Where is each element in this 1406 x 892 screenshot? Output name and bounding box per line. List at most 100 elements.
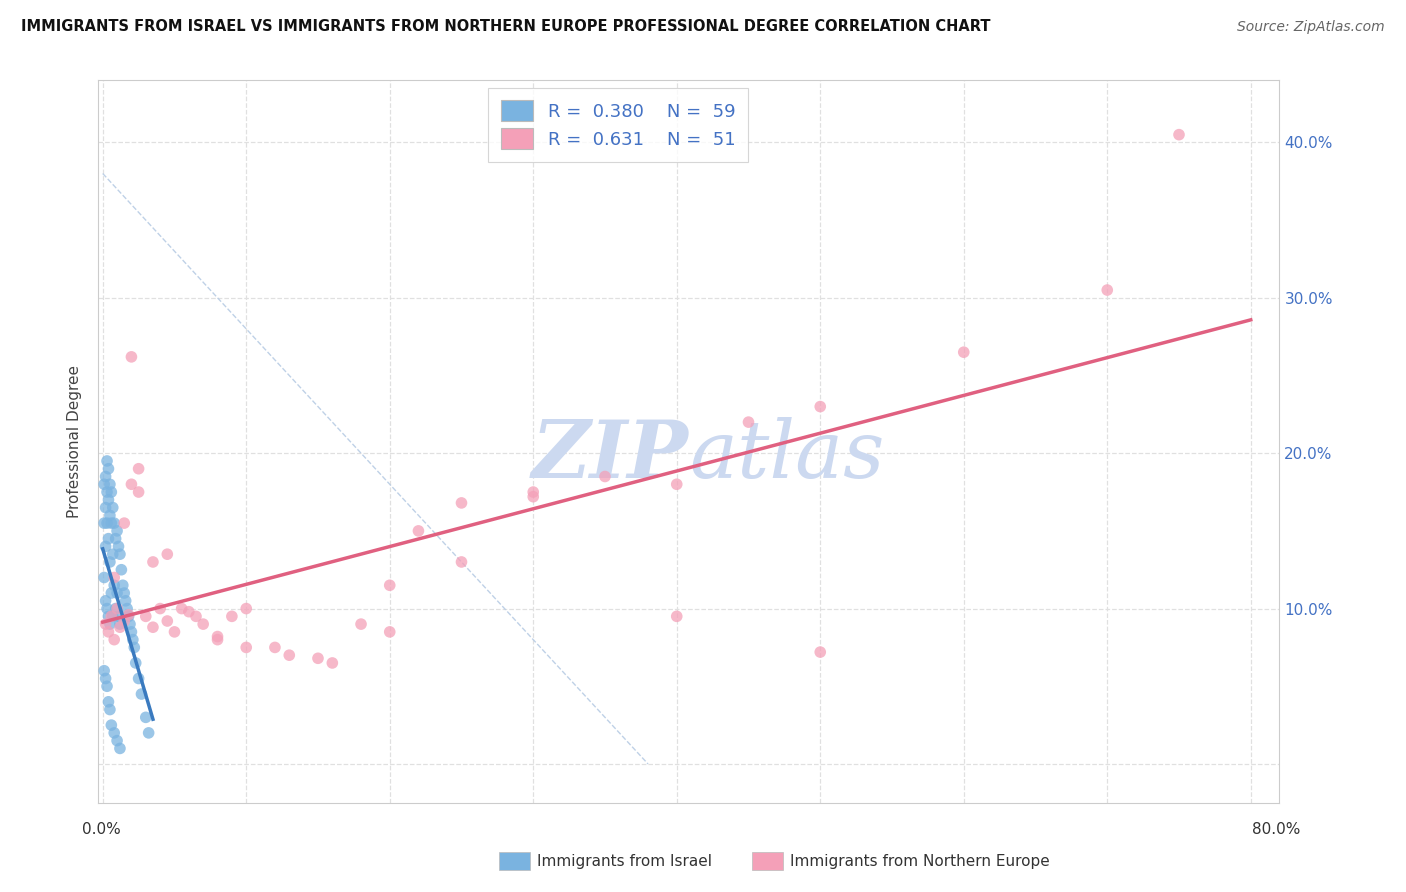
Point [125,656,148,670]
Point [808,400,831,414]
Point [104,532,127,546]
Text: ZIP: ZIP [531,417,689,495]
Point [120,624,142,639]
Point [408,524,430,538]
Point [94,469,117,483]
Point [105,601,128,615]
Point [184,609,207,624]
Point [105,524,128,538]
Point [103,516,125,530]
Point [114,594,136,608]
Point [97,695,120,709]
Point [307,651,329,665]
Point [264,640,287,655]
Point [94,540,117,554]
Point [665,477,688,491]
Point [96,679,118,693]
Point [93,664,115,678]
Point [96,454,118,468]
Point [98,702,121,716]
Point [522,490,544,504]
Text: Immigrants from Northern Europe: Immigrants from Northern Europe [790,855,1050,869]
Point [1097,283,1119,297]
Point [378,578,401,592]
Point [350,617,373,632]
Point [103,726,125,740]
Point [207,632,229,647]
Point [138,726,160,740]
Y-axis label: Professional Degree: Professional Degree [67,365,83,518]
Point [105,586,128,600]
Point [522,485,544,500]
Point [156,547,179,561]
Text: 80.0%: 80.0% [1253,822,1301,837]
Point [321,656,343,670]
Point [100,718,122,732]
Point [111,578,134,592]
Point [170,601,193,615]
Point [378,624,401,639]
Point [93,477,115,491]
Point [221,609,243,624]
Point [665,609,688,624]
Point [450,555,472,569]
Point [128,672,150,686]
Point [93,516,115,530]
Point [96,601,118,615]
Point [96,485,118,500]
Point [100,586,122,600]
Point [94,500,117,515]
Point [94,617,117,632]
Point [101,609,124,624]
Point [108,741,131,756]
Point [108,617,131,632]
Point [207,630,229,644]
Point [97,532,120,546]
Point [135,609,157,624]
Point [593,469,616,483]
Point [100,609,122,624]
Point [94,672,117,686]
Point [98,477,121,491]
Point [120,350,142,364]
Point [110,563,132,577]
Text: 0.0%: 0.0% [82,822,121,837]
Point [97,609,120,624]
Point [96,516,118,530]
Point [235,640,257,655]
Point [120,477,142,491]
Point [97,461,120,475]
Point [952,345,974,359]
Point [107,540,129,554]
Point [103,632,125,647]
Point [108,620,131,634]
Point [149,601,172,615]
Point [177,605,200,619]
Point [163,624,186,639]
Point [98,555,121,569]
Point [104,601,127,615]
Text: IMMIGRANTS FROM ISRAEL VS IMMIGRANTS FROM NORTHERN EUROPE PROFESSIONAL DEGREE CO: IMMIGRANTS FROM ISRAEL VS IMMIGRANTS FRO… [21,20,991,34]
Point [737,415,759,429]
Point [193,617,215,632]
Point [128,461,150,475]
Point [118,617,141,632]
Point [105,733,128,747]
Point [450,496,472,510]
Point [100,516,122,530]
Point [128,485,150,500]
Point [103,570,125,584]
Point [156,614,179,628]
Point [97,624,120,639]
Point [93,570,115,584]
Point [97,492,120,507]
Point [112,614,135,628]
Point [808,645,831,659]
Point [98,508,121,523]
Point [142,555,165,569]
Point [98,617,121,632]
Point [142,620,165,634]
Point [1168,128,1191,142]
Point [117,609,139,624]
Point [101,547,124,561]
